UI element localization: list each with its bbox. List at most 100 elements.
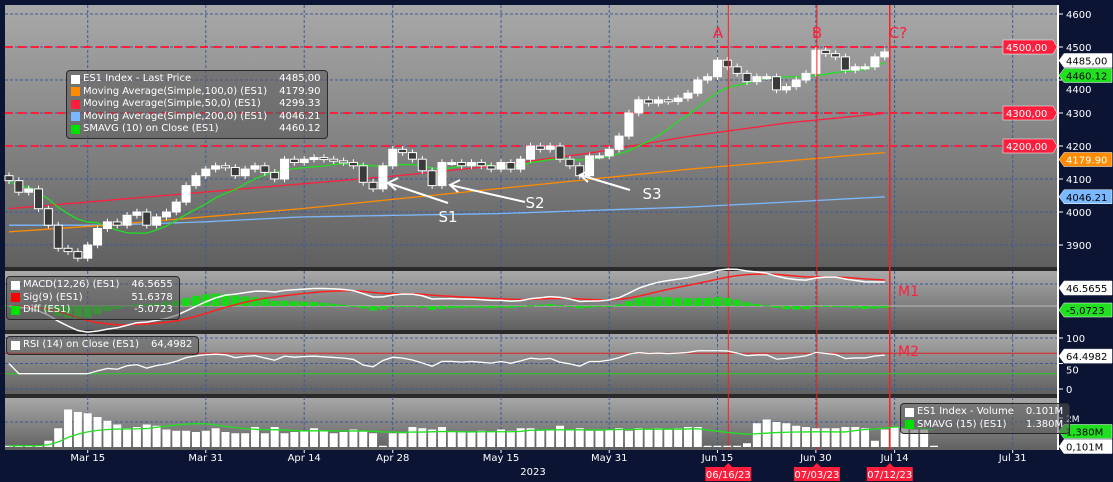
rsi-legend: RSI (14) on Close (ES1) 64,4982 <box>6 336 200 355</box>
candle <box>132 208 142 219</box>
volume-bar <box>54 428 63 447</box>
macd-diff-bar <box>290 301 299 306</box>
rsi-marker: M2 <box>898 344 919 360</box>
candle <box>545 142 555 153</box>
ma100-badge-bg <box>1058 152 1113 167</box>
volume-bar <box>792 425 801 447</box>
ma200-badge: 4046.21 <box>1066 193 1107 204</box>
volume-bar <box>861 428 870 447</box>
rsi-badge-bg <box>1058 348 1113 364</box>
candle <box>83 241 93 262</box>
candle <box>585 152 595 179</box>
candle <box>742 70 752 85</box>
volume-bar <box>536 430 545 447</box>
rsi-tick-label: 100 <box>1066 334 1085 345</box>
level-badge-bg <box>1002 138 1058 154</box>
macd-diff-bar <box>526 305 535 307</box>
legend-value: -5.0723 <box>134 304 173 315</box>
axis-line <box>1057 5 1059 450</box>
legend-value: 4485,00 <box>279 73 321 84</box>
legend-label: ES1 Index - Last Price <box>83 73 192 84</box>
candle <box>870 53 880 71</box>
macd-diff-bar <box>624 301 633 306</box>
volume-bar <box>526 428 535 447</box>
volume-bar <box>674 428 683 447</box>
candle <box>752 73 762 85</box>
candle <box>821 47 831 57</box>
support-arrowhead <box>386 177 399 191</box>
legend-swatch <box>71 99 80 109</box>
candle <box>516 155 526 173</box>
candle <box>250 162 260 173</box>
candle-down <box>407 152 417 160</box>
candle <box>506 159 516 173</box>
candle-down <box>43 208 53 226</box>
volume-bar <box>73 412 82 447</box>
volume-bar <box>713 445 722 447</box>
volume-bar <box>142 424 151 447</box>
candle-up <box>447 162 457 165</box>
candle-down <box>398 148 408 154</box>
volume-bar <box>93 417 102 447</box>
candle <box>634 96 644 117</box>
candle-up <box>201 168 211 177</box>
volume-bar <box>162 429 171 447</box>
candle <box>683 89 693 102</box>
support-arrow <box>579 174 631 191</box>
macd-diff-bar <box>811 306 820 307</box>
macd-diff-bar <box>595 306 604 308</box>
candle <box>801 70 811 84</box>
candle <box>191 172 201 189</box>
candle <box>230 164 240 179</box>
macd-marker: M1 <box>898 284 919 300</box>
candle <box>860 63 870 71</box>
candle-up <box>161 211 171 218</box>
y-tick-label: 4000 <box>1066 208 1091 219</box>
candle-down <box>4 175 14 182</box>
candle <box>319 154 329 163</box>
candle <box>240 165 250 179</box>
volume-bar <box>231 433 240 447</box>
candle-up <box>496 162 506 170</box>
volume-bar <box>733 445 742 447</box>
macd-diff-bar <box>841 306 850 308</box>
x-tick-label: Mar 15 <box>70 453 105 464</box>
macd-badge: 46.5655 <box>1066 284 1107 295</box>
macd-diff-bar <box>733 299 742 306</box>
volume-bar <box>851 427 860 447</box>
panel-divider <box>5 267 1057 271</box>
macd-line <box>8 268 885 333</box>
date-marker-badge <box>793 467 840 481</box>
candle <box>142 208 152 229</box>
volume-bar <box>497 429 505 447</box>
volume-bar <box>270 427 279 447</box>
x-tick-label: May 31 <box>591 453 628 464</box>
candle-down <box>348 162 358 167</box>
legend-value: 0.101M <box>1025 406 1064 417</box>
y-tick-label: 4100 <box>1066 175 1091 186</box>
candle-up <box>683 92 693 99</box>
macd-diff-bar <box>319 302 328 306</box>
candle-down <box>417 158 427 172</box>
macd-signal-line <box>8 273 885 326</box>
volume-bar <box>132 427 141 447</box>
candle-up <box>604 148 614 157</box>
candle-up <box>280 158 290 180</box>
candle <box>161 208 171 221</box>
support-arrowhead <box>578 169 591 183</box>
y-tick-label: 4400 <box>1066 85 1091 96</box>
legend-value: 4179.90 <box>279 85 321 97</box>
legend-row: ES1 Index - Volume 0.101M <box>905 406 1063 419</box>
legend-label: ES1 Index - Volume <box>917 406 1014 417</box>
macd-diff-bar <box>408 306 417 307</box>
candle-up <box>712 59 722 78</box>
candle <box>102 218 112 232</box>
volume-bar <box>811 428 820 447</box>
volume-bar <box>802 427 811 447</box>
volume-bar <box>782 423 791 447</box>
candle-up <box>378 165 388 190</box>
macd-diff-bar <box>772 306 781 308</box>
y-tick-label: 4600 <box>1066 10 1091 21</box>
